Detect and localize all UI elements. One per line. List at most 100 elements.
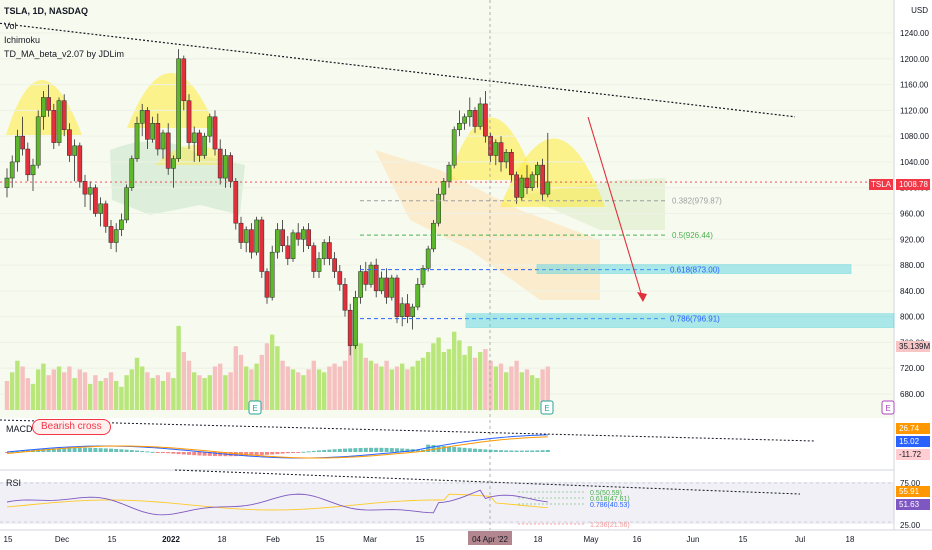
- candle-up: [399, 303, 405, 317]
- candle-down: [337, 271, 343, 285]
- candle-down: [181, 58, 187, 101]
- macd-hist-bar: [135, 450, 139, 452]
- indicator-td-ma[interactable]: TD_MA_beta_v2.07 by JDLim: [4, 49, 125, 59]
- macd-hist-bar: [509, 450, 514, 452]
- candle-up: [451, 129, 457, 166]
- price-axis-label: 1200.00: [900, 55, 929, 64]
- candle-up: [124, 187, 129, 221]
- candle-up: [254, 219, 259, 253]
- earnings-marker-label: E: [252, 404, 257, 413]
- volume-bar: [436, 337, 441, 410]
- time-axis-label: Jul: [795, 535, 805, 544]
- time-axis-bg: [0, 530, 932, 550]
- macd-badge-3: -11.72: [896, 449, 930, 460]
- macd-title[interactable]: MACD: [6, 424, 33, 434]
- time-axis-label: 16: [633, 535, 642, 544]
- volume-bar: [540, 369, 545, 410]
- candle-down: [155, 123, 161, 150]
- volume-bar: [488, 360, 493, 410]
- descending-trendline: [0, 22, 796, 118]
- symbol-title[interactable]: TSLA, 1D, NASDAQ: [4, 6, 89, 16]
- macd-hist-bar: [5, 452, 9, 453]
- volume-bar: [160, 381, 166, 410]
- macd-hist-bar: [348, 448, 353, 452]
- earnings-marker-label: E: [885, 404, 890, 413]
- volume-bar: [192, 372, 197, 410]
- volume-bar: [275, 346, 280, 410]
- volume-bar: [280, 360, 285, 410]
- volume-bar: [212, 366, 218, 410]
- candle-down: [405, 303, 410, 317]
- volume-bar: [259, 354, 264, 410]
- candle-up: [134, 123, 140, 159]
- projection-arrow-head: [637, 292, 647, 302]
- candle-down: [197, 132, 202, 156]
- candle-down: [93, 187, 98, 214]
- candle-down: [347, 309, 353, 346]
- volume-bar: [10, 372, 15, 410]
- candle-up: [301, 229, 306, 240]
- candle-up: [477, 103, 483, 127]
- volume-bar: [72, 378, 77, 410]
- volume-bar: [186, 360, 192, 410]
- volume-bar: [181, 352, 186, 410]
- macd-hist-bar: [77, 447, 82, 452]
- candle-down: [483, 103, 488, 137]
- macd-hist-bar: [161, 452, 165, 453]
- volume-bar: [462, 354, 467, 410]
- volume-bar: [67, 366, 72, 410]
- volume-bar: [514, 360, 519, 410]
- time-axis-label: 15: [416, 535, 425, 544]
- rsi-title[interactable]: RSI: [6, 478, 22, 488]
- macd-hist-bar: [155, 452, 160, 453]
- volume-badge: 35.139M: [896, 341, 930, 352]
- volume-bar: [379, 366, 384, 410]
- price-axis-label: 1080.00: [900, 132, 929, 141]
- candle-down: [280, 229, 285, 246]
- macd-hist-bar: [363, 447, 368, 452]
- macd-hist-bar: [103, 448, 108, 452]
- indicator-ichimoku[interactable]: Ichimoku: [4, 35, 41, 45]
- macd-hist-bar: [166, 452, 171, 454]
- projection-arrow: [587, 116, 644, 301]
- candle-up: [176, 58, 181, 159]
- price-axis-label: 920.00: [900, 235, 925, 244]
- candle-down: [498, 142, 504, 163]
- macd-hist-bar: [467, 448, 472, 452]
- earnings-marker: [248, 400, 262, 415]
- volume-bar: [124, 375, 129, 410]
- volume-bar: [171, 378, 176, 410]
- macd-hist-bar: [488, 449, 493, 452]
- candle-down: [25, 148, 31, 176]
- macd-hist-bar: [259, 452, 264, 456]
- macd-hist-bar: [478, 449, 483, 452]
- macd-hist-bar: [519, 450, 524, 452]
- candle-down: [524, 177, 530, 188]
- volume-bar: [467, 346, 472, 410]
- macd-hist-bar: [441, 446, 446, 452]
- macd-hist-bar: [109, 448, 113, 452]
- time-axis-label: 15: [108, 535, 117, 544]
- volume-bar: [316, 369, 322, 410]
- currency-label[interactable]: USD: [911, 6, 928, 15]
- volume-bar: [342, 360, 348, 410]
- volume-bar: [415, 360, 420, 410]
- macd-hist-bar: [462, 447, 467, 452]
- volume-bar: [41, 363, 46, 410]
- candle-up: [545, 181, 551, 195]
- macd-pane-bg: [0, 418, 894, 470]
- volume-bar: [478, 352, 483, 410]
- indicator-vol[interactable]: Vol: [4, 21, 17, 31]
- candle-down: [217, 148, 223, 179]
- candle-up: [202, 135, 207, 156]
- candle-up: [353, 297, 358, 346]
- bearish-cross-alert[interactable]: Bearish cross: [32, 419, 111, 435]
- candle-up: [98, 203, 103, 214]
- macd-hist-bar: [452, 446, 457, 452]
- volume-bar: [509, 366, 514, 410]
- candle-up: [113, 229, 119, 243]
- candle-up: [207, 116, 213, 137]
- candle-up: [4, 177, 10, 188]
- volume-bar: [322, 372, 327, 410]
